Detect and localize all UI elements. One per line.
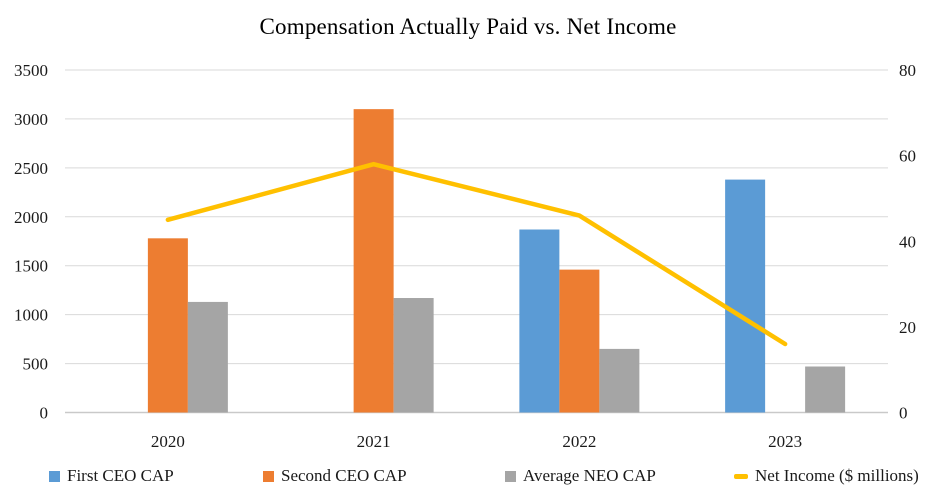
x-axis-category-label: 2020 [151,432,185,451]
bar-average-neo-cap-2023 [805,366,846,413]
left-axis-tick-label: 1000 [14,306,48,325]
legend-swatch-orange-icon [263,470,274,482]
chart-title: Compensation Actually Paid vs. Net Incom… [259,14,677,39]
legend-swatch-blue-icon [49,470,60,482]
bar-second-ceo-cap-2021 [353,109,394,413]
bar-first-ceo-cap-2022 [519,229,560,413]
legend-item-average-neo-cap: Average NEO CAP [505,466,656,486]
legend-item-net-income: Net Income ($ millions) [734,466,919,486]
legend-label: Net Income ($ millions) [755,466,919,485]
bar-average-neo-cap-2022 [599,348,640,413]
left-axis-tick-label: 1500 [14,257,48,276]
left-axis-tick-label: 0 [40,404,49,423]
legend-label: Average NEO CAP [523,466,656,485]
legend-line-swatch-yellow-icon [734,473,748,479]
net-income-line [165,161,788,347]
legend-label: First CEO CAP [67,466,174,485]
left-axis-tick-label: 500 [23,355,49,374]
chart-legend: First CEO CAP Second CEO CAP Average NEO… [0,466,936,492]
bar-second-ceo-cap-2020 [147,238,188,413]
left-axis-tick-label: 3500 [14,61,48,80]
bar-average-neo-cap-2021 [393,298,434,413]
bar-average-neo-cap-2020 [187,301,228,413]
bar-second-ceo-cap-2022 [559,269,600,413]
left-axis-tick-label: 2000 [14,208,48,227]
right-axis-tick-label: 40 [899,232,916,251]
bar-first-ceo-cap-2023 [725,179,766,413]
legend-swatch-gray-icon [505,470,516,482]
left-axis-tick-label: 3000 [14,110,48,129]
right-axis-tick-label: 60 [899,147,916,166]
x-axis-category-label: 2023 [768,432,802,451]
left-axis-tick-label: 2500 [14,159,48,178]
legend-item-first-ceo-cap: First CEO CAP [49,466,174,486]
legend-item-second-ceo-cap: Second CEO CAP [263,466,407,486]
right-axis-tick-label: 80 [899,61,916,80]
right-axis-tick-label: 0 [899,404,908,423]
x-axis-category-label: 2021 [357,432,391,451]
legend-label: Second CEO CAP [281,466,407,485]
x-axis-category-label: 2022 [562,432,596,451]
right-axis-tick-label: 20 [899,318,916,337]
